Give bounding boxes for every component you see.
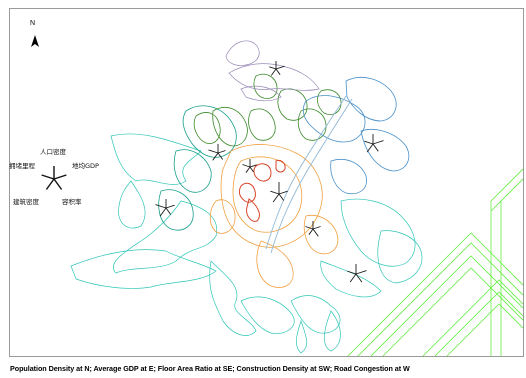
- radar-star-icon: [242, 159, 257, 173]
- purple-network: [225, 40, 320, 102]
- blue-network: [302, 77, 410, 195]
- legend-star-arm: [45, 178, 55, 190]
- radar-star-arm: [272, 193, 280, 203]
- radar-star-icon: [155, 199, 175, 217]
- radar-star-arm: [275, 68, 281, 75]
- radar-star-arm: [165, 207, 172, 215]
- radar-star-arm: [347, 270, 357, 275]
- radar-star-arm: [270, 190, 280, 195]
- caption: Population Density at N; Average GDP at …: [10, 364, 410, 373]
- green-network: [193, 73, 342, 147]
- radar-star-icon: [269, 61, 285, 76]
- radar-star-arm: [364, 140, 374, 145]
- radar-star-icon: [364, 134, 384, 153]
- radar-star-arm: [270, 68, 277, 76]
- outer-cyan-network: [70, 133, 423, 354]
- radar-star-arm: [305, 226, 314, 230]
- radar-star-arm: [212, 152, 219, 161]
- legend-label-construction: 建筑密度: [13, 198, 39, 206]
- radar-star-arm: [278, 193, 285, 201]
- radar-star-arm: [372, 143, 379, 152]
- radar-star-icon: [347, 264, 367, 283]
- radar-star-arm: [249, 166, 254, 173]
- radar-star-arm: [155, 204, 167, 209]
- legend-label-gdp: 地均GDP: [72, 162, 99, 170]
- radar-star-arm: [355, 270, 367, 275]
- orange-core: [209, 144, 339, 288]
- radar-star-arm: [312, 226, 321, 230]
- radar-star-arm: [165, 204, 175, 209]
- radar-star-arm: [217, 152, 224, 160]
- teal-network: [158, 105, 237, 231]
- legend-star-arm: [53, 178, 63, 190]
- radar-star-arm: [372, 140, 384, 145]
- radar-star-arm: [269, 66, 277, 70]
- map-frame: [9, 8, 524, 357]
- north-arrow-icon: [31, 35, 39, 47]
- stars-layer: [155, 61, 384, 283]
- legend-star-icon: [41, 166, 67, 190]
- radar-star-arm: [275, 65, 285, 70]
- map-canvas: [31, 35, 523, 356]
- river: [265, 95, 353, 254]
- legend-label-far: 容积率: [62, 198, 82, 206]
- radar-star-arm: [249, 164, 257, 168]
- radar-star-icon: [270, 182, 288, 203]
- radar-star-arm: [278, 190, 288, 195]
- radar-star-icon: [208, 144, 226, 161]
- radar-star-arm: [349, 273, 357, 283]
- radar-star-icon: [305, 221, 321, 237]
- grid-lines: [347, 168, 523, 356]
- legend-star-arm: [53, 174, 67, 180]
- radar-star-arm: [366, 143, 374, 153]
- radar-star-arm: [159, 207, 167, 217]
- radar-star-arm: [208, 149, 219, 154]
- legend-label-population: 人口密度: [40, 148, 66, 156]
- legend-label-congestion: 拥堵里程: [9, 162, 35, 170]
- radar-star-arm: [308, 228, 314, 235]
- radar-star-arm: [312, 228, 319, 237]
- legend-star-arm: [41, 174, 55, 180]
- red-hotspots: [238, 160, 286, 222]
- radar-star-arm: [355, 273, 363, 283]
- north-label: N: [30, 20, 36, 27]
- radar-star-arm: [245, 166, 251, 173]
- radar-star-arm: [242, 164, 251, 168]
- radar-star-arm: [217, 150, 226, 154]
